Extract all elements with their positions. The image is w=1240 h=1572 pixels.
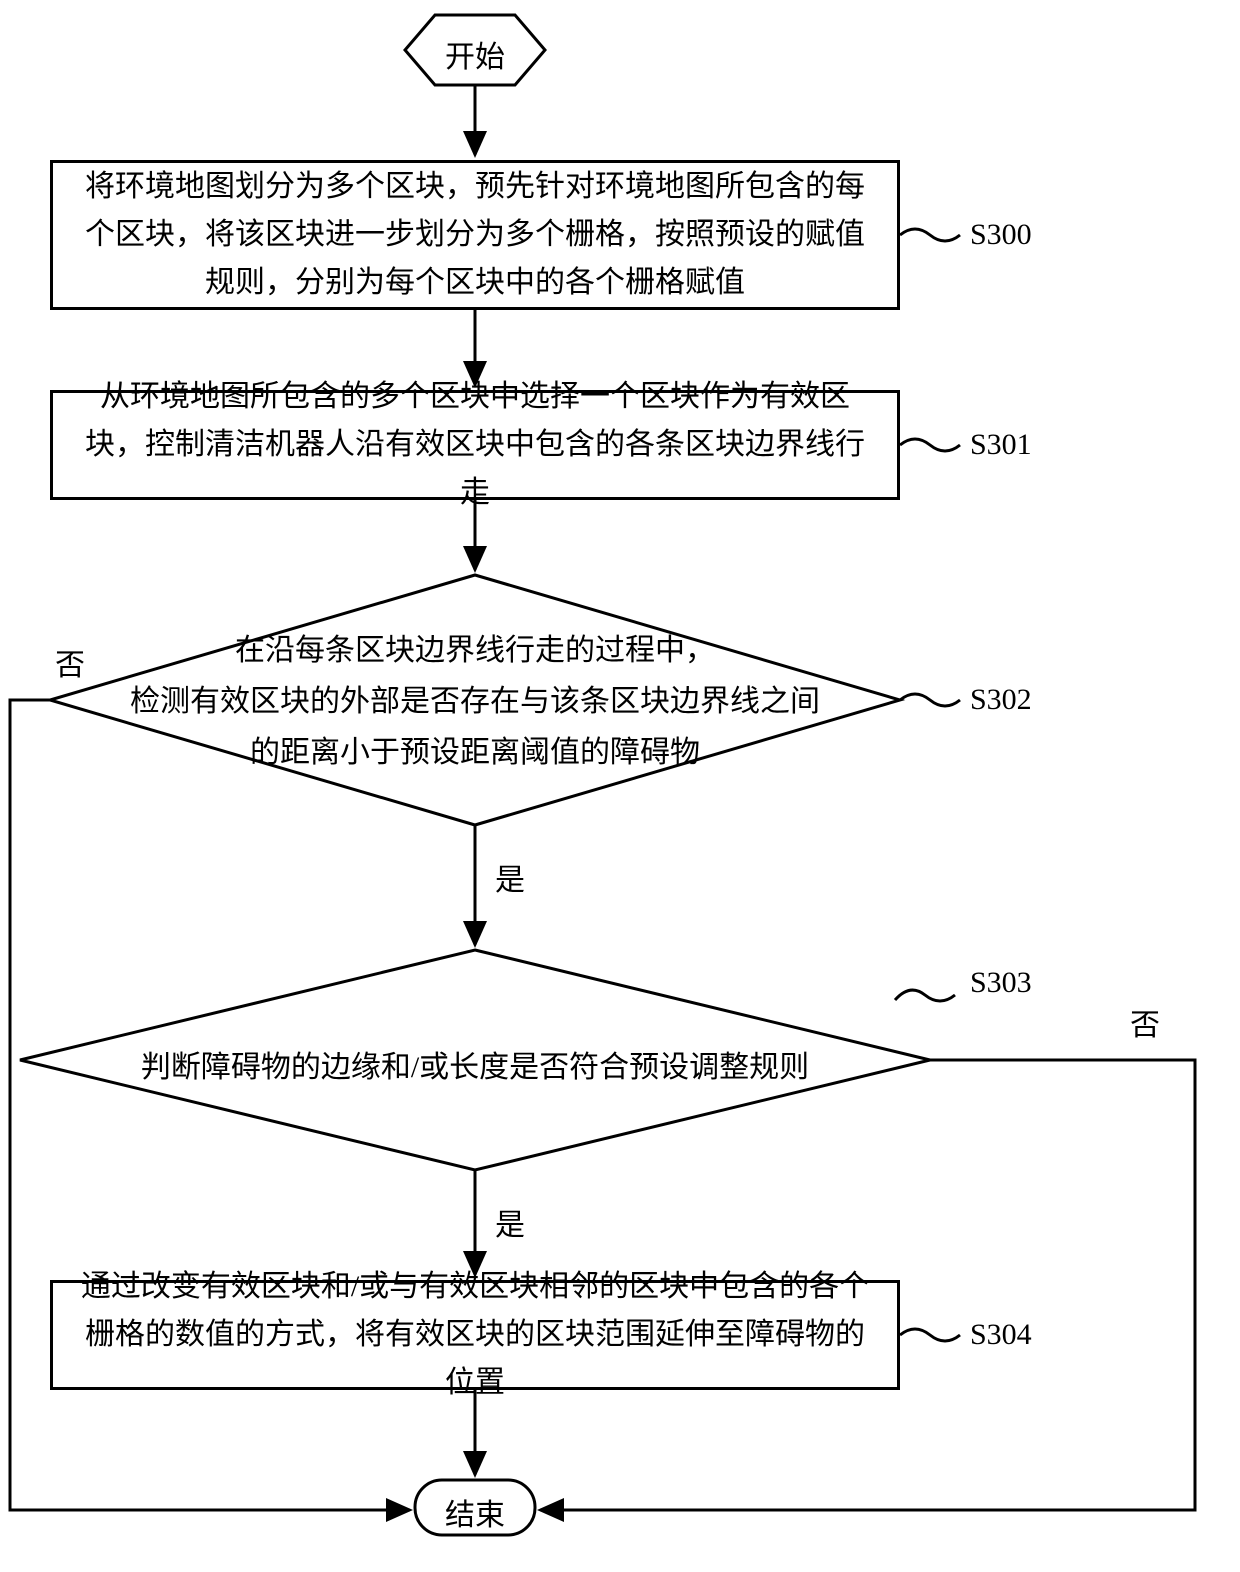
s304-id: S304 <box>970 1318 1032 1352</box>
s302-yes-label: 是 <box>495 855 525 899</box>
s300-box: 将环境地图划分为多个区块，预先针对环境地图所包含的每个区块，将该区块进一步划分为… <box>50 160 900 310</box>
wave-s300 <box>900 229 960 241</box>
s304-box: 通过改变有效区块和/或与有效区块相邻的区块中包含的各个栅格的数值的方式，将有效区… <box>50 1280 900 1390</box>
wave-s304 <box>900 1329 960 1341</box>
s303-diamond <box>20 950 930 1170</box>
s302-id: S302 <box>970 683 1032 717</box>
s301-id: S301 <box>970 428 1032 462</box>
wave-s303 <box>895 990 955 1001</box>
s300-id: S300 <box>970 218 1032 252</box>
end-terminal <box>415 1480 535 1535</box>
s304-text: 通过改变有效区块和/或与有效区块相邻的区块中包含的各个栅格的数值的方式，将有效区… <box>73 1263 877 1407</box>
flowchart-canvas: 开始 结束 将环境地图划分为多个区块，预先针对环境地图所包含的每个区块，将该区块… <box>0 0 1240 1572</box>
wave-s302 <box>900 694 960 706</box>
s301-box: 从环境地图所包含的多个区块中选择一个区块作为有效区块，控制清洁机器人沿有效区块中… <box>50 390 900 500</box>
s302-no-label: 否 <box>55 640 85 684</box>
s300-text: 将环境地图划分为多个区块，预先针对环境地图所包含的每个区块，将该区块进一步划分为… <box>73 163 877 307</box>
wave-s301 <box>900 439 960 451</box>
s302-diamond <box>50 575 900 825</box>
s303-yes-label: 是 <box>495 1200 525 1244</box>
s303-no-label: 否 <box>1130 1000 1160 1044</box>
s303-id: S303 <box>970 966 1032 1000</box>
s301-text: 从环境地图所包含的多个区块中选择一个区块作为有效区块，控制清洁机器人沿有效区块中… <box>73 373 877 517</box>
start-terminal <box>405 15 545 85</box>
